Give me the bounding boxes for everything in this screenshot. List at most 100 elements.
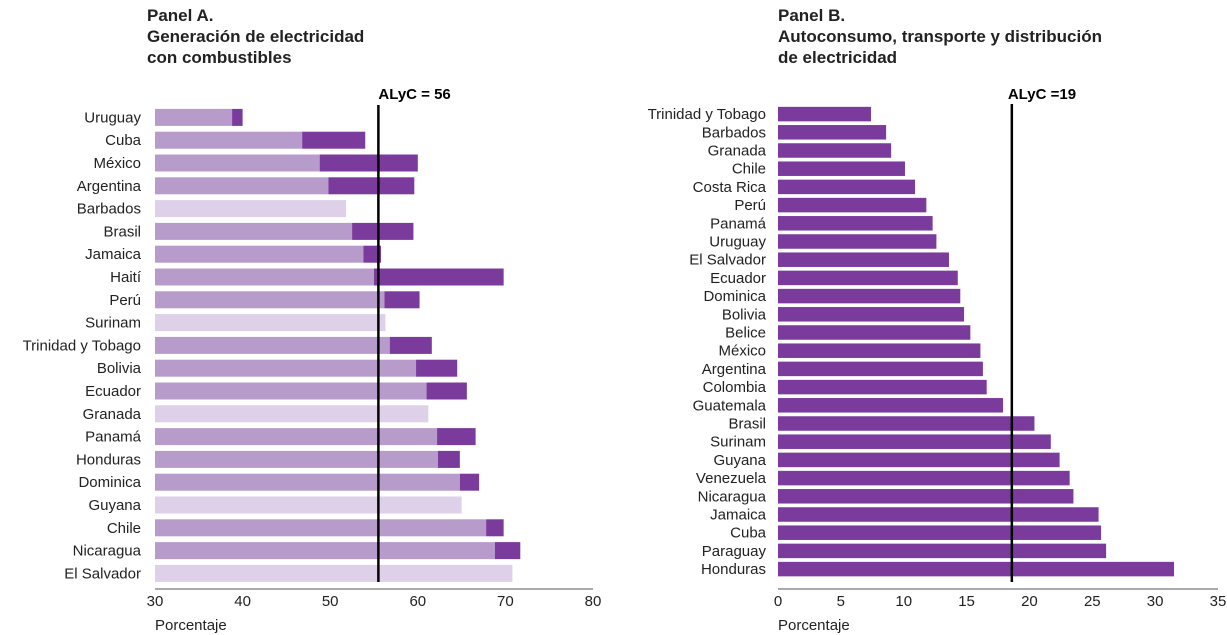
bar-a-honduras-extra	[437, 450, 460, 468]
category-label-a-granada: Granada	[83, 406, 142, 423]
category-label-b-paraguay: Paraguay	[702, 543, 767, 560]
bar-a-trinidad-y-tobago-extra	[389, 336, 432, 354]
category-label-a-chile: Chile	[107, 520, 141, 537]
category-label-a-brasil: Brasil	[103, 223, 141, 240]
panel-a-title-line-3: con combustibles	[147, 48, 292, 67]
category-label-a-cuba: Cuba	[105, 132, 142, 149]
bar-a-nicaragua-base	[155, 542, 495, 560]
bar-a-jamaica-base	[155, 245, 364, 263]
panel-b: Panel B. Autoconsumo, transporte y distr…	[648, 6, 1227, 634]
category-label-b-guatemala: Guatemala	[693, 397, 767, 414]
tick-label-b-0: 0	[774, 593, 782, 610]
panel-a-x-axis-title: Porcentaje	[155, 617, 227, 634]
bar-b-nicaragua	[778, 489, 1074, 504]
category-label-b-mexico: México	[718, 343, 766, 360]
category-label-b-belice: Belice	[725, 325, 766, 342]
bar-a-bolivia-base	[155, 359, 417, 377]
bar-b-colombia	[778, 379, 987, 395]
category-label-a-trinidad-y-tobago: Trinidad y Tobago	[23, 337, 141, 354]
category-label-b-argentina: Argentina	[702, 361, 767, 378]
bar-b-peru	[778, 197, 927, 213]
bar-a-chile-extra	[486, 519, 504, 537]
bar-b-guyana	[778, 452, 1060, 468]
panel-a-title-line-2: Generación de electricidad	[147, 27, 364, 46]
bar-a-surinam-base	[155, 314, 386, 332]
bar-b-costa-rica	[778, 179, 916, 195]
bar-b-uruguay	[778, 234, 937, 249]
category-label-b-costa-rica: Costa Rica	[693, 179, 767, 196]
bar-a-brasil-base	[155, 222, 353, 240]
category-label-b-guyana: Guyana	[713, 452, 766, 469]
bar-b-guatemala	[778, 398, 1004, 413]
bar-b-cuba	[778, 525, 1102, 540]
category-label-b-peru: Perú	[734, 197, 766, 214]
bar-a-panama-base	[155, 428, 438, 446]
panel-b-x-axis-title: Porcentaje	[778, 617, 850, 634]
bar-b-surinam	[778, 434, 1051, 449]
bar-a-uruguay-base	[155, 108, 233, 126]
tick-label-a-70: 70	[497, 593, 514, 610]
tick-label-a-30: 30	[147, 593, 164, 610]
category-label-a-bolivia: Bolivia	[97, 360, 142, 377]
bar-b-jamaica	[778, 507, 1099, 522]
bar-a-mexico-extra	[319, 154, 418, 172]
category-label-a-ecuador: Ecuador	[85, 383, 141, 400]
bar-a-peru-base	[155, 291, 385, 309]
category-label-b-chile: Chile	[732, 161, 766, 178]
category-label-b-dominica: Dominica	[703, 288, 766, 305]
category-label-a-honduras: Honduras	[76, 451, 141, 468]
panel-b-bars	[778, 106, 1174, 577]
bar-a-panama-extra	[437, 428, 476, 446]
panel-a: Panel A. Generación de electricidad con …	[23, 6, 602, 634]
category-label-a-el-salvador: El Salvador	[64, 565, 141, 582]
bar-a-argentina-extra	[328, 177, 415, 195]
panel-a-title-line-1: Panel A.	[147, 6, 213, 25]
bar-a-jamaica-extra	[363, 245, 382, 263]
category-label-a-jamaica: Jamaica	[85, 246, 142, 263]
panel-b-title-line-3: de electricidad	[778, 48, 897, 67]
category-label-a-barbados: Barbados	[77, 201, 141, 218]
bar-b-barbados	[778, 125, 887, 140]
bar-a-cuba-extra	[302, 131, 366, 149]
category-label-b-ecuador: Ecuador	[710, 270, 766, 287]
bar-a-honduras-base	[155, 450, 438, 468]
category-label-b-granada: Granada	[708, 143, 767, 160]
panel-a-reference-label: ALyC = 56	[378, 86, 450, 103]
bar-a-brasil-extra	[352, 222, 414, 240]
panel-a-x-tick-labels: 30 40 50 60 70 80	[147, 593, 602, 610]
category-label-b-colombia: Colombia	[703, 379, 767, 396]
bar-a-guyana-base	[155, 496, 462, 514]
panel-b-title-line-2: Autoconsumo, transporte y distribución	[778, 27, 1102, 46]
tick-label-b-20: 20	[1021, 593, 1038, 610]
tick-label-b-30: 30	[1147, 593, 1164, 610]
bar-a-barbados-base	[155, 200, 346, 218]
category-label-a-surinam: Surinam	[85, 315, 141, 332]
category-label-a-panama: Panamá	[85, 429, 142, 446]
tick-label-b-10: 10	[895, 593, 912, 610]
tick-label-b-5: 5	[837, 593, 845, 610]
category-label-a-uruguay: Uruguay	[84, 109, 141, 126]
category-label-b-uruguay: Uruguay	[709, 234, 766, 251]
bar-b-trinidad-y-tobago	[778, 106, 872, 122]
bar-a-granada-base	[155, 405, 429, 423]
category-label-a-argentina: Argentina	[77, 178, 142, 195]
category-label-b-panama: Panamá	[710, 215, 767, 232]
bar-b-chile	[778, 161, 905, 176]
panel-b-title-line-1: Panel B.	[778, 6, 845, 25]
bar-a-trinidad-y-tobago-base	[155, 336, 390, 354]
bar-b-ecuador	[778, 270, 958, 286]
bar-a-ecuador-base	[155, 382, 427, 400]
bar-a-mexico-base	[155, 154, 320, 172]
category-label-b-el-salvador: El Salvador	[689, 252, 766, 269]
bar-a-nicaragua-extra	[494, 542, 521, 560]
bar-b-bolivia	[778, 307, 965, 322]
tick-label-a-60: 60	[409, 593, 426, 610]
category-label-b-venezuela: Venezuela	[696, 470, 767, 487]
bar-a-dominica-extra	[459, 473, 480, 491]
tick-label-b-35: 35	[1210, 593, 1227, 610]
panel-b-reference-label: ALyC =19	[1008, 86, 1076, 103]
category-label-a-peru: Perú	[109, 292, 141, 309]
category-label-a-haiti: Haití	[110, 269, 142, 286]
